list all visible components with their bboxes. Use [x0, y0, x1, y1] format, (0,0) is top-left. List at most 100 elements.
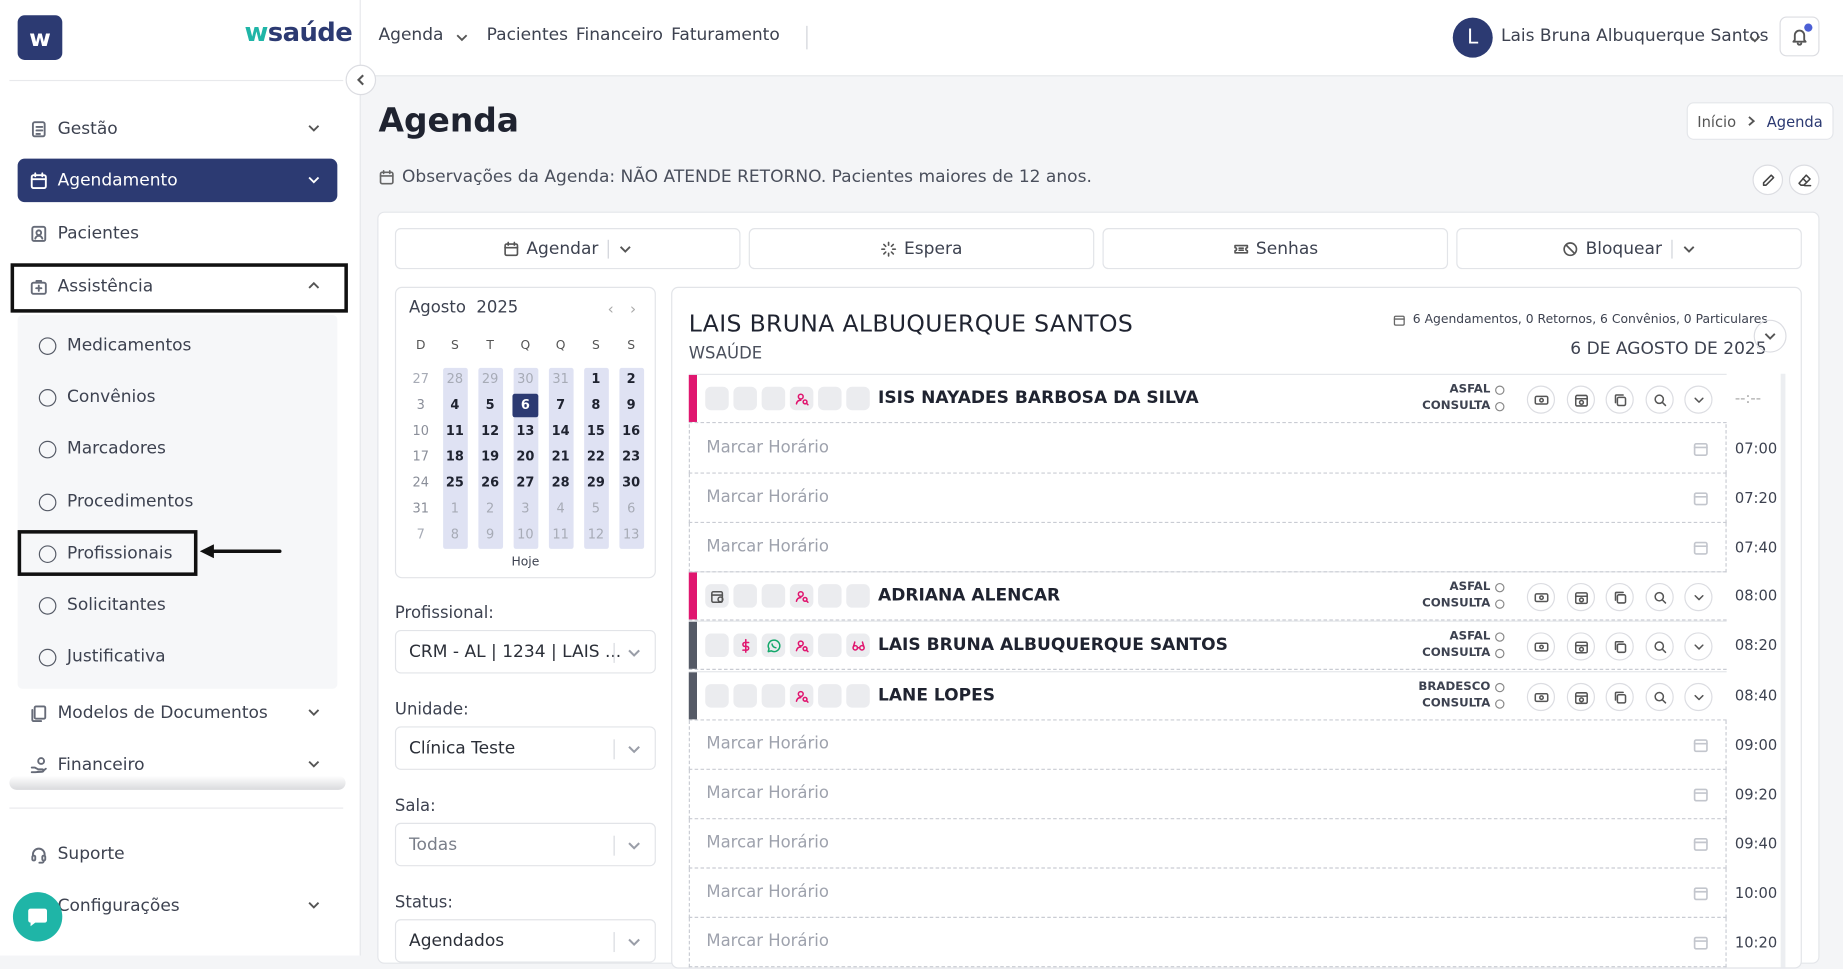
- expand-appointment-button[interactable]: [1684, 385, 1713, 414]
- calendar-day[interactable]: 5: [485, 397, 495, 413]
- calendar-day[interactable]: 21: [551, 448, 570, 465]
- top-link-agenda[interactable]: Agenda: [378, 25, 444, 45]
- submenu-item-justificativa[interactable]: Justificativa: [38, 639, 166, 674]
- chevron-down-icon[interactable]: [1748, 32, 1762, 46]
- sala-select[interactable]: Todas: [394, 822, 656, 867]
- view-appointment-button[interactable]: [1645, 582, 1674, 612]
- nav-suporte[interactable]: Suporte: [18, 832, 338, 875]
- reschedule-button[interactable]: [1566, 632, 1595, 661]
- nav-gestao[interactable]: Gestão: [18, 107, 338, 150]
- calendar-day[interactable]: 15: [586, 423, 605, 439]
- calendar-day[interactable]: 6: [512, 393, 539, 418]
- clear-observation-button[interactable]: [1788, 164, 1820, 196]
- empty-slot[interactable]: Marcar Horário: [688, 917, 1727, 968]
- calendar-day[interactable]: 31: [552, 371, 569, 387]
- expand-appointment-button[interactable]: [1684, 682, 1713, 712]
- calendar-day[interactable]: 13: [516, 423, 535, 439]
- empty-slot[interactable]: Marcar Horário: [688, 424, 1727, 474]
- view-appointment-button[interactable]: [1645, 682, 1674, 712]
- appointment-row[interactable]: ISIS NAYADES BARBOSA DA SILVA ASFAL CONS…: [688, 373, 1727, 424]
- chevron-left-icon[interactable]: ‹: [607, 300, 614, 319]
- duplicate-button[interactable]: [1605, 385, 1634, 414]
- expand-appointment-button[interactable]: [1684, 632, 1713, 661]
- calendar-day[interactable]: 12: [587, 526, 605, 542]
- chevron-down-icon[interactable]: [1682, 242, 1696, 256]
- patient-name[interactable]: ISIS NAYADES BARBOSA DA SILVA: [878, 389, 1199, 408]
- today-button[interactable]: Hoje: [511, 554, 540, 569]
- nav-financeiro[interactable]: Financeiro: [18, 743, 338, 786]
- reschedule-button[interactable]: [1566, 385, 1595, 414]
- expand-appointment-button[interactable]: [1684, 582, 1713, 612]
- empty-slot[interactable]: Marcar Horário: [688, 720, 1727, 770]
- calendar-day[interactable]: 28: [551, 474, 570, 491]
- empty-slot[interactable]: Marcar Horário: [688, 868, 1727, 918]
- nav-modelos-documentos[interactable]: Modelos de Documentos: [18, 691, 338, 734]
- submenu-item-profissionais[interactable]: Profissionais: [38, 536, 173, 571]
- payment-button[interactable]: [1526, 632, 1556, 661]
- calendar-day[interactable]: 7: [556, 397, 566, 413]
- marker-slot[interactable]: [789, 584, 814, 608]
- user-name[interactable]: Lais Bruna Albuquerque Santos: [1500, 27, 1769, 46]
- view-appointment-button[interactable]: [1645, 632, 1674, 661]
- avatar[interactable]: L: [1452, 17, 1493, 58]
- calendar-day[interactable]: 5: [591, 500, 601, 516]
- calendar-day[interactable]: 1: [591, 371, 601, 387]
- calendar-day[interactable]: 28: [446, 371, 464, 387]
- schedule-scrollbar[interactable]: [1780, 373, 1786, 968]
- calendar-day[interactable]: 9: [486, 526, 495, 542]
- calendar-day[interactable]: 4: [556, 500, 565, 516]
- profissional-select[interactable]: CRM - AL | 1234 | LAIS ...: [394, 630, 656, 674]
- submenu-item-convenios[interactable]: Convênios: [38, 380, 156, 415]
- payment-button[interactable]: [1526, 682, 1556, 712]
- unidade-select[interactable]: Clínica Teste: [394, 726, 656, 770]
- duplicate-button[interactable]: [1605, 682, 1634, 712]
- calendar-day[interactable]: 12: [481, 423, 500, 439]
- calendar-day[interactable]: 23: [622, 448, 641, 465]
- calendar-day[interactable]: 8: [591, 397, 601, 413]
- empty-slot[interactable]: Marcar Horário: [688, 523, 1727, 573]
- nav-assistencia[interactable]: Assistência: [18, 264, 338, 307]
- calendar-day[interactable]: 16: [622, 423, 641, 439]
- calendar-day[interactable]: 10: [517, 526, 534, 542]
- calendar-day[interactable]: 25: [445, 474, 464, 491]
- calendar-day[interactable]: 27: [412, 371, 430, 387]
- top-link-financeiro[interactable]: Financeiro: [575, 25, 663, 45]
- calendar-day[interactable]: 2: [626, 371, 636, 387]
- calendar-day[interactable]: 20: [516, 448, 535, 465]
- payment-button[interactable]: [1526, 385, 1556, 414]
- submenu-item-marcadores[interactable]: Marcadores: [38, 431, 166, 466]
- calendar-day[interactable]: 3: [416, 397, 425, 413]
- status-select[interactable]: Agendados: [394, 919, 656, 963]
- calendar-day[interactable]: 29: [481, 371, 499, 387]
- reschedule-button[interactable]: [1566, 582, 1595, 612]
- calendar-day[interactable]: 24: [412, 474, 430, 491]
- payment-button[interactable]: [1526, 582, 1556, 612]
- bloquear-button[interactable]: Bloquear: [1456, 228, 1802, 270]
- nav-configuracoes[interactable]: Configurações: [18, 884, 338, 927]
- calendar-day[interactable]: 2: [486, 500, 495, 516]
- appointment-row[interactable]: LANE LOPES BRADESCO CONSULTA: [688, 671, 1727, 721]
- calendar-day[interactable]: 13: [622, 526, 640, 542]
- calendar-day[interactable]: 26: [481, 474, 500, 491]
- app-logo[interactable]: w: [17, 15, 63, 60]
- calendar-day[interactable]: 29: [586, 474, 605, 491]
- chevron-down-icon[interactable]: [455, 31, 469, 45]
- calendar-day[interactable]: 11: [445, 423, 464, 439]
- calendar-day[interactable]: 27: [516, 474, 535, 491]
- marker-slot[interactable]: [761, 633, 786, 658]
- calendar-day[interactable]: 8: [450, 526, 459, 542]
- patient-name[interactable]: LAIS BRUNA ALBUQUERQUE SANTOS: [878, 635, 1228, 655]
- calendar-day[interactable]: 22: [586, 448, 605, 465]
- reschedule-button[interactable]: [1566, 682, 1595, 712]
- appointment-row[interactable]: ADRIANA ALENCAR ASFAL CONSULTA: [688, 571, 1727, 621]
- nav-agendamento[interactable]: Agendamento: [17, 158, 338, 203]
- breadcrumb-home[interactable]: Início: [1697, 112, 1737, 130]
- notifications-button[interactable]: [1779, 16, 1820, 57]
- calendar-day[interactable]: 17: [412, 448, 430, 465]
- marker-slot[interactable]: [846, 633, 870, 658]
- marker-slot[interactable]: [705, 584, 729, 608]
- marker-slot[interactable]: [789, 684, 814, 708]
- submenu-item-procedimentos[interactable]: Procedimentos: [38, 484, 194, 519]
- chevron-down-icon[interactable]: [618, 242, 632, 256]
- calendar-day[interactable]: 18: [445, 448, 464, 465]
